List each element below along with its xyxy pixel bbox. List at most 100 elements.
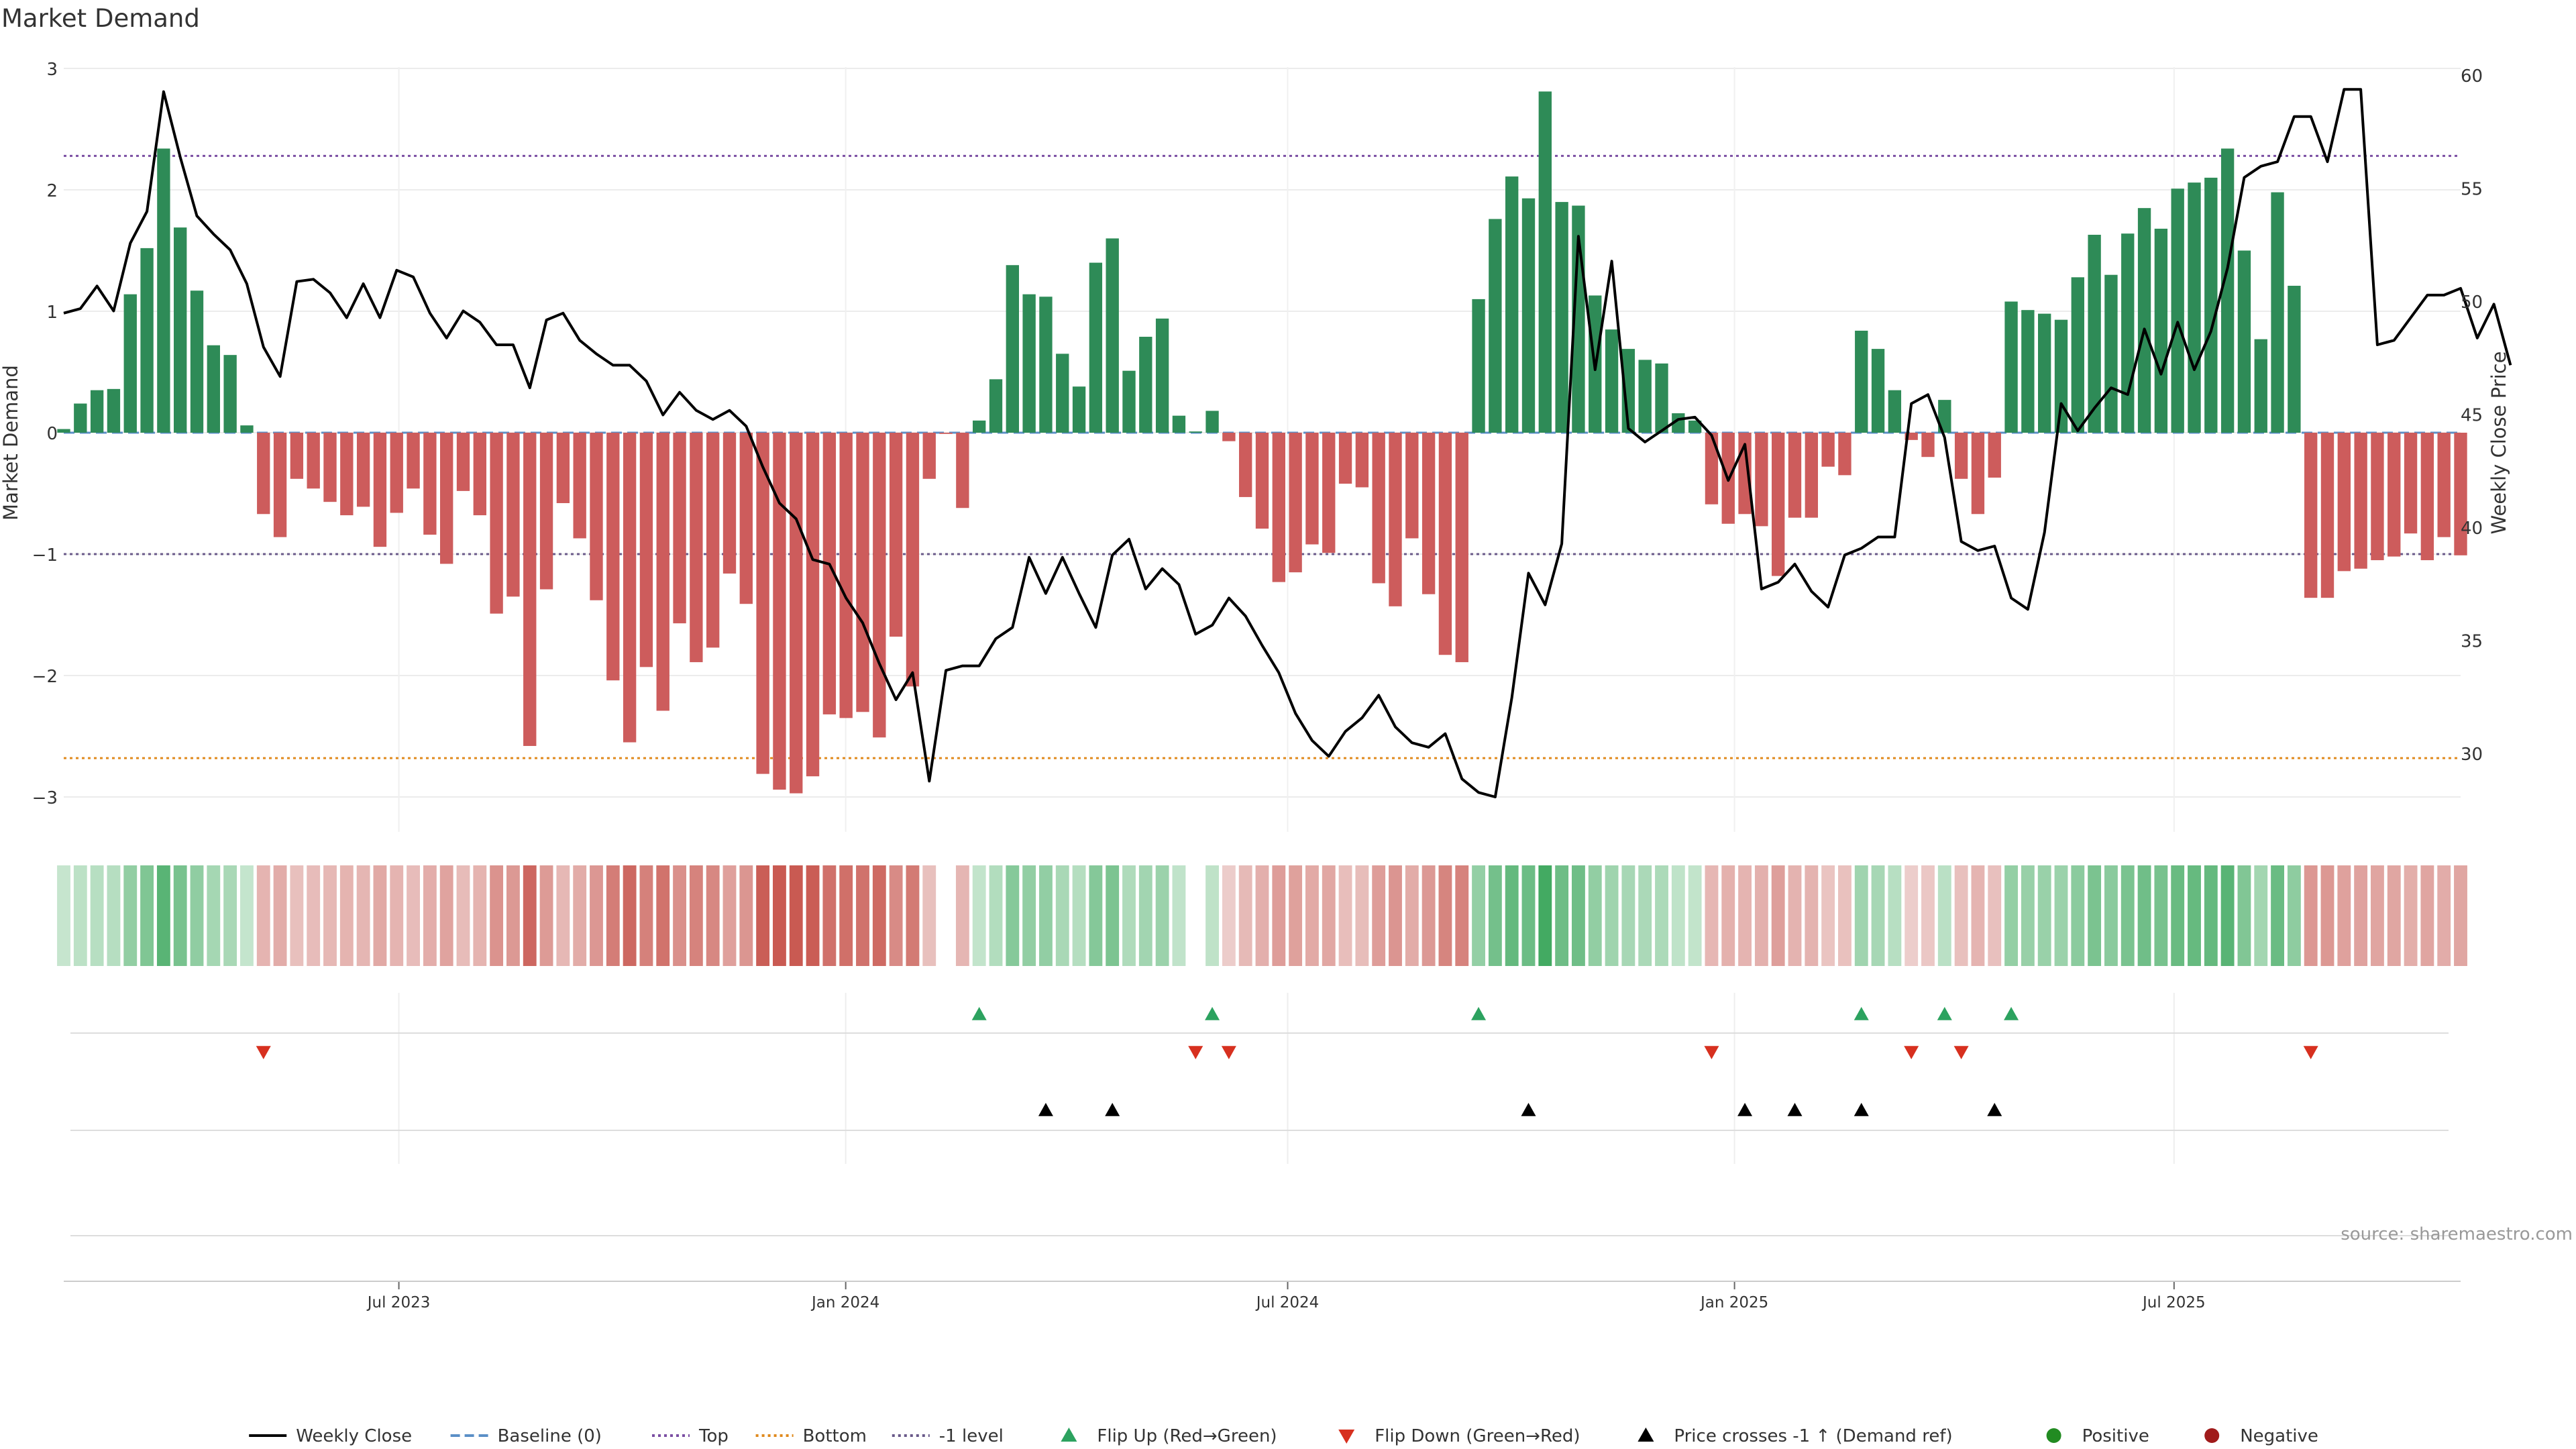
heat-cell	[706, 865, 720, 966]
heat-cell	[1521, 865, 1536, 966]
bar-negative	[606, 433, 620, 681]
heat-cell	[1871, 865, 1885, 966]
legend-item: Flip Down (Green→Red)	[1338, 1426, 1580, 1446]
heat-cell	[756, 865, 770, 966]
heat-cell	[456, 865, 470, 966]
bar-positive	[1555, 202, 1568, 433]
bar-positive	[973, 420, 986, 433]
bar-negative	[523, 433, 537, 746]
legend-label: Flip Up (Red→Green)	[1097, 1426, 1277, 1446]
bar-positive	[2154, 228, 2168, 433]
heat-cell	[1538, 865, 1552, 966]
bar-negative	[1988, 433, 2001, 478]
bar-negative	[490, 433, 503, 614]
heat-cell	[1089, 865, 1103, 966]
x-tick-label: Jul 2023	[366, 1294, 431, 1311]
bar-negative	[2320, 433, 2334, 598]
bar-negative	[1921, 433, 1935, 458]
y-tick-left-label: −2	[32, 667, 58, 687]
legend-swatch-triangle-up	[1061, 1428, 1077, 1442]
bar-negative	[307, 433, 320, 489]
bar-negative	[273, 433, 287, 537]
bar-negative	[323, 433, 337, 502]
chart-title: Market Demand	[1, 4, 200, 33]
heat-cell	[73, 865, 87, 966]
heat-cell	[1805, 865, 1819, 966]
x-tick-label: Jul 2025	[2141, 1294, 2206, 1311]
heat-cell	[140, 865, 154, 966]
bar-negative	[706, 433, 720, 648]
heat-cell	[1006, 865, 1020, 966]
heat-cell	[1372, 865, 1386, 966]
bar-negative	[1255, 433, 1269, 529]
legend-label: Weekly Close	[296, 1426, 412, 1446]
bar-positive	[1039, 297, 1053, 433]
bar-negative	[390, 433, 403, 513]
flip-up-marker	[1937, 1007, 1952, 1020]
price-cross-marker	[1787, 1103, 1803, 1116]
heat-cell	[1655, 865, 1668, 966]
bar-negative	[806, 433, 820, 777]
bar-negative	[1239, 433, 1252, 497]
bar-negative	[473, 433, 486, 516]
heat-cell	[1405, 865, 1419, 966]
heat-cell	[1389, 865, 1402, 966]
flip-up-marker	[1205, 1007, 1220, 1020]
y-tick-left-label: 0	[46, 424, 58, 444]
legend-swatch-triangle-down	[1338, 1430, 1355, 1444]
heat-cell	[2088, 865, 2102, 966]
heat-cell	[722, 865, 737, 966]
bar-negative	[1705, 433, 1719, 504]
heat-cell	[156, 865, 170, 966]
bar-positive	[1521, 198, 1536, 433]
heat-cell	[839, 865, 853, 966]
demand-heat-strip	[57, 865, 2467, 966]
bar-negative	[1821, 433, 1835, 467]
heat-cell	[2337, 865, 2351, 966]
heat-cell	[2354, 865, 2368, 966]
heat-cell	[1455, 865, 1469, 966]
bar-negative	[639, 433, 653, 667]
heat-cell	[2371, 865, 2384, 966]
heat-cell	[1771, 865, 1785, 966]
bar-positive	[1605, 329, 1619, 433]
heat-cell	[1838, 865, 1851, 966]
bar-negative	[257, 433, 270, 515]
y-tick-left-label: −3	[32, 788, 58, 808]
heat-cell	[1588, 865, 1602, 966]
bar-positive	[2188, 182, 2201, 433]
heat-cell	[2188, 865, 2201, 966]
bar-positive	[1538, 91, 1552, 433]
heat-cell	[1106, 865, 1120, 966]
bar-negative	[956, 433, 969, 508]
bar-negative	[873, 433, 886, 738]
heat-cell	[1355, 865, 1369, 966]
legend-label: Bottom	[803, 1426, 867, 1446]
bar-negative	[1438, 433, 1452, 655]
price-cross-marker	[1987, 1103, 2002, 1116]
heat-cell	[2271, 865, 2284, 966]
bar-positive	[1688, 420, 1702, 433]
heat-cell	[1322, 865, 1336, 966]
flip-up-marker	[1854, 1007, 1869, 1020]
bar-negative	[623, 433, 637, 743]
bar-positive	[107, 388, 121, 433]
source-note: source: sharemaestro.com	[2341, 1224, 2573, 1244]
legend-item: Baseline (0)	[450, 1426, 602, 1446]
price-cross-marker	[1854, 1103, 1869, 1116]
bar-negative	[1954, 433, 1968, 479]
bar-negative	[440, 433, 453, 564]
bar-positive	[140, 248, 154, 433]
bar-negative	[2387, 433, 2401, 557]
heat-cell	[1638, 865, 1652, 966]
legend-item: Negative	[2204, 1426, 2318, 1446]
bar-positive	[2004, 301, 2018, 433]
bar-positive	[2288, 285, 2301, 433]
bar-negative	[1222, 433, 1236, 441]
bar-negative	[1305, 433, 1319, 545]
bar-negative	[790, 433, 803, 794]
y-tick-left-label: 2	[46, 181, 58, 201]
heat-cell	[806, 865, 820, 966]
bar-negative	[1421, 433, 1436, 594]
heat-cell	[2154, 865, 2168, 966]
